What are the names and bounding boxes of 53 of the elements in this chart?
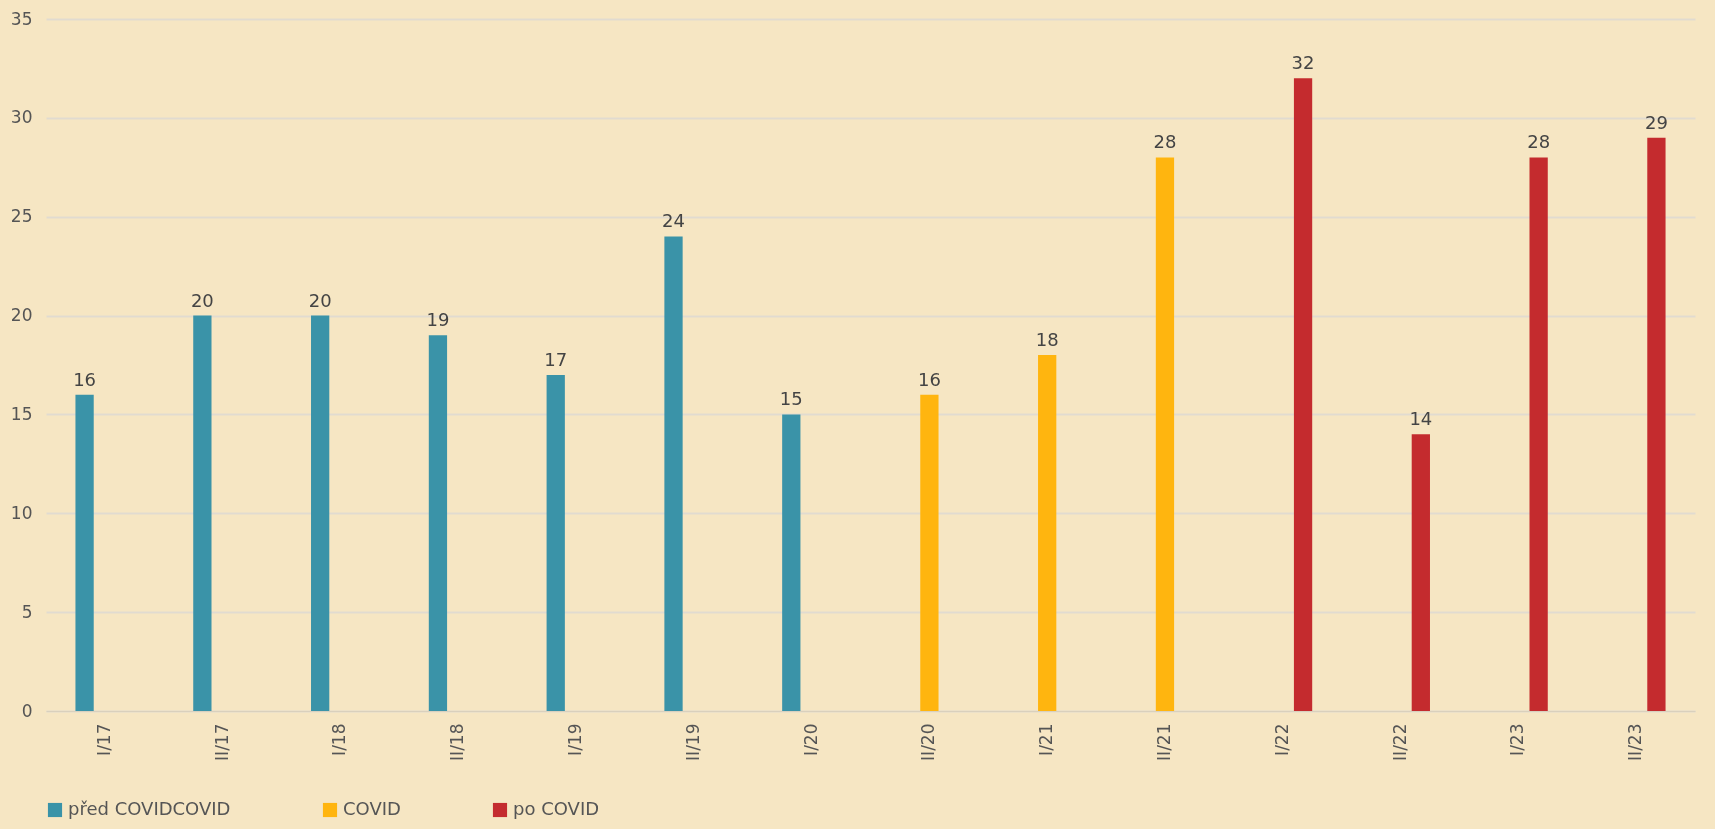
x-tick-label: II/23 [1625, 723, 1646, 761]
x-tick-label: II/21 [1153, 723, 1174, 761]
bar [1411, 434, 1430, 711]
x-tick-label: I/17 [93, 723, 114, 756]
x-tick-label: I/20 [800, 723, 821, 756]
y-tick-label: 0 [21, 700, 33, 721]
y-tick-label: 30 [10, 107, 33, 128]
x-tick-label: II/18 [447, 723, 468, 761]
data-label: 20 [190, 289, 214, 311]
data-label: 14 [1409, 408, 1433, 430]
y-tick-label: 20 [10, 305, 33, 326]
x-tick-label: I/22 [1271, 723, 1292, 756]
x-tick-label: II/22 [1389, 723, 1410, 761]
data-label: 29 [1644, 111, 1668, 133]
data-label: 28 [1153, 131, 1177, 153]
bar [546, 374, 565, 711]
x-tick-label: II/19 [682, 723, 703, 761]
bar [1293, 78, 1313, 711]
legend-label: po COVID [513, 798, 600, 819]
data-label: 16 [917, 368, 941, 390]
data-label: 32 [1291, 52, 1315, 74]
x-tick-label: I/23 [1507, 723, 1528, 756]
data-label: 20 [308, 289, 332, 311]
data-label: 24 [662, 210, 685, 232]
bar [664, 236, 683, 711]
legend-label: COVID [343, 798, 401, 819]
data-label: 28 [1527, 131, 1551, 153]
bar [311, 315, 330, 711]
bar [193, 315, 212, 711]
data-label: 18 [1035, 329, 1059, 351]
bar [1647, 137, 1666, 711]
bar [920, 394, 939, 711]
x-tick-label: I/19 [565, 723, 586, 756]
bar [428, 335, 448, 711]
y-tick-label: 5 [21, 601, 33, 622]
bar [1155, 157, 1175, 711]
y-tick-label: 15 [10, 403, 33, 424]
data-label: 16 [73, 368, 97, 390]
y-tick-label: 35 [10, 8, 33, 29]
data-label: 15 [779, 388, 803, 410]
bar [1038, 355, 1057, 711]
x-tick-label: I/18 [329, 723, 350, 756]
data-label: 17 [544, 348, 568, 370]
legend-label: před COVIDCOVID [68, 798, 231, 819]
bar [782, 414, 801, 711]
x-tick-label: II/20 [918, 723, 939, 761]
bar [1529, 157, 1548, 711]
x-tick-label: II/17 [211, 723, 232, 761]
bar [75, 394, 94, 711]
y-tick-label: 25 [10, 206, 33, 227]
data-label: 19 [426, 309, 450, 331]
x-tick-label: I/21 [1036, 723, 1057, 756]
y-tick-label: 10 [10, 502, 33, 523]
